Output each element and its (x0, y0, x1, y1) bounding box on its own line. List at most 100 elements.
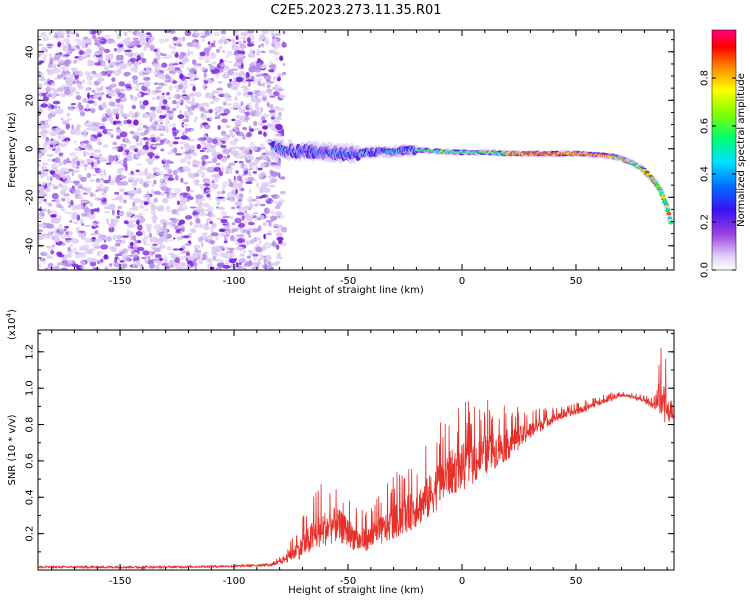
noise-speckle (151, 245, 155, 249)
noise-speckle (53, 54, 61, 61)
noise-speckle (151, 120, 159, 126)
noise-speckle (226, 191, 235, 198)
noise-speckle (222, 152, 227, 154)
noise-speckle (260, 50, 266, 54)
noise-speckle (127, 121, 132, 124)
noise-speckle (99, 125, 106, 130)
noise-speckle (148, 263, 155, 269)
noise-speckle (132, 131, 141, 136)
noise-speckle (139, 137, 144, 143)
noise-speckle (47, 231, 52, 238)
noise-speckle (147, 127, 151, 134)
noise-speckle (172, 248, 180, 251)
noise-speckle (60, 117, 64, 120)
noise-speckle (221, 166, 225, 173)
noise-speckle (199, 51, 206, 57)
noise-speckle (175, 230, 181, 234)
noise-speckle (76, 40, 83, 47)
noise-speckle (149, 134, 156, 138)
noise-speckle (136, 31, 140, 37)
noise-speckle (92, 267, 100, 270)
noise-speckle (91, 70, 97, 75)
noise-speckle (258, 79, 262, 82)
noise-speckle (250, 250, 255, 256)
noise-speckle (271, 33, 278, 37)
noise-speckle (163, 140, 168, 145)
noise-speckle (108, 222, 113, 229)
noise-speckle (229, 86, 236, 90)
noise-speckle (229, 170, 233, 174)
noise-speckle (137, 188, 142, 192)
noise-speckle (211, 90, 219, 95)
noise-speckle (43, 207, 47, 213)
noise-speckle (244, 210, 248, 214)
noise-speckle (159, 52, 163, 55)
noise-speckle (163, 176, 170, 179)
noise-speckle (214, 234, 220, 241)
snr-panel: -150 -100 -50 0 50 0.2 0.4 0.6 0.8 1.0 1.2 Height … (5, 309, 675, 596)
ridge-core (666, 212, 671, 216)
noise-speckle (157, 240, 162, 245)
spectrogram-plot-area (38, 30, 674, 270)
noise-speckle (47, 84, 52, 91)
noise-speckle (264, 74, 272, 80)
noise-speckle (82, 192, 88, 195)
noise-speckle (54, 127, 62, 133)
noise-speckle (196, 143, 201, 150)
noise-speckle (135, 82, 141, 88)
noise-speckle (257, 259, 261, 266)
noise-speckle (71, 124, 74, 130)
noise-speckle (227, 165, 231, 169)
noise-speckle (270, 116, 275, 120)
noise-speckle (273, 229, 281, 233)
y-tick-label: -20 (25, 189, 36, 205)
noise-speckle (44, 140, 52, 146)
noise-speckle (200, 171, 205, 175)
noise-speckle (64, 225, 69, 229)
noise-speckle (281, 41, 287, 48)
noise-speckle (109, 263, 113, 267)
noise-speckle (46, 46, 53, 49)
noise-speckle (260, 106, 264, 113)
noise-speckle (159, 115, 166, 119)
noise-speckle (204, 148, 212, 153)
noise-speckle (72, 247, 77, 252)
noise-speckle (261, 245, 266, 251)
noise-speckle (152, 167, 161, 171)
noise-speckle (149, 232, 152, 238)
noise-speckle (46, 223, 55, 229)
noise-speckle (175, 174, 179, 181)
noise-speckle (181, 83, 188, 90)
noise-speckle (249, 214, 255, 218)
noise-speckle (245, 181, 253, 184)
noise-speckle (111, 219, 119, 224)
noise-speckle (61, 260, 69, 267)
noise-speckle (47, 208, 51, 215)
noise-speckle (49, 130, 57, 137)
noise-speckle (208, 143, 213, 148)
noise-speckle (238, 222, 246, 228)
noise-speckle (117, 93, 126, 98)
noise-speckle (57, 106, 61, 109)
noise-speckle (128, 123, 132, 127)
noise-speckle (258, 215, 265, 220)
noise-speckle (238, 246, 245, 251)
noise-speckle (190, 129, 194, 132)
noise-speckle (163, 181, 167, 186)
noise-speckle (135, 59, 139, 62)
noise-speckle (158, 38, 165, 44)
noise-speckle (201, 160, 206, 167)
noise-speckle (217, 80, 223, 84)
noise-speckle (211, 51, 215, 56)
noise-speckle (168, 70, 173, 74)
noise-speckle (41, 46, 47, 53)
noise-speckle (150, 139, 157, 143)
noise-speckle (235, 188, 238, 195)
noise-speckle (131, 105, 137, 110)
noise-speckle (72, 59, 78, 64)
noise-speckle (75, 95, 82, 101)
noise-speckle (164, 73, 170, 80)
noise-speckle (48, 31, 52, 36)
noise-speckle (133, 198, 142, 204)
noise-speckle (206, 193, 211, 198)
